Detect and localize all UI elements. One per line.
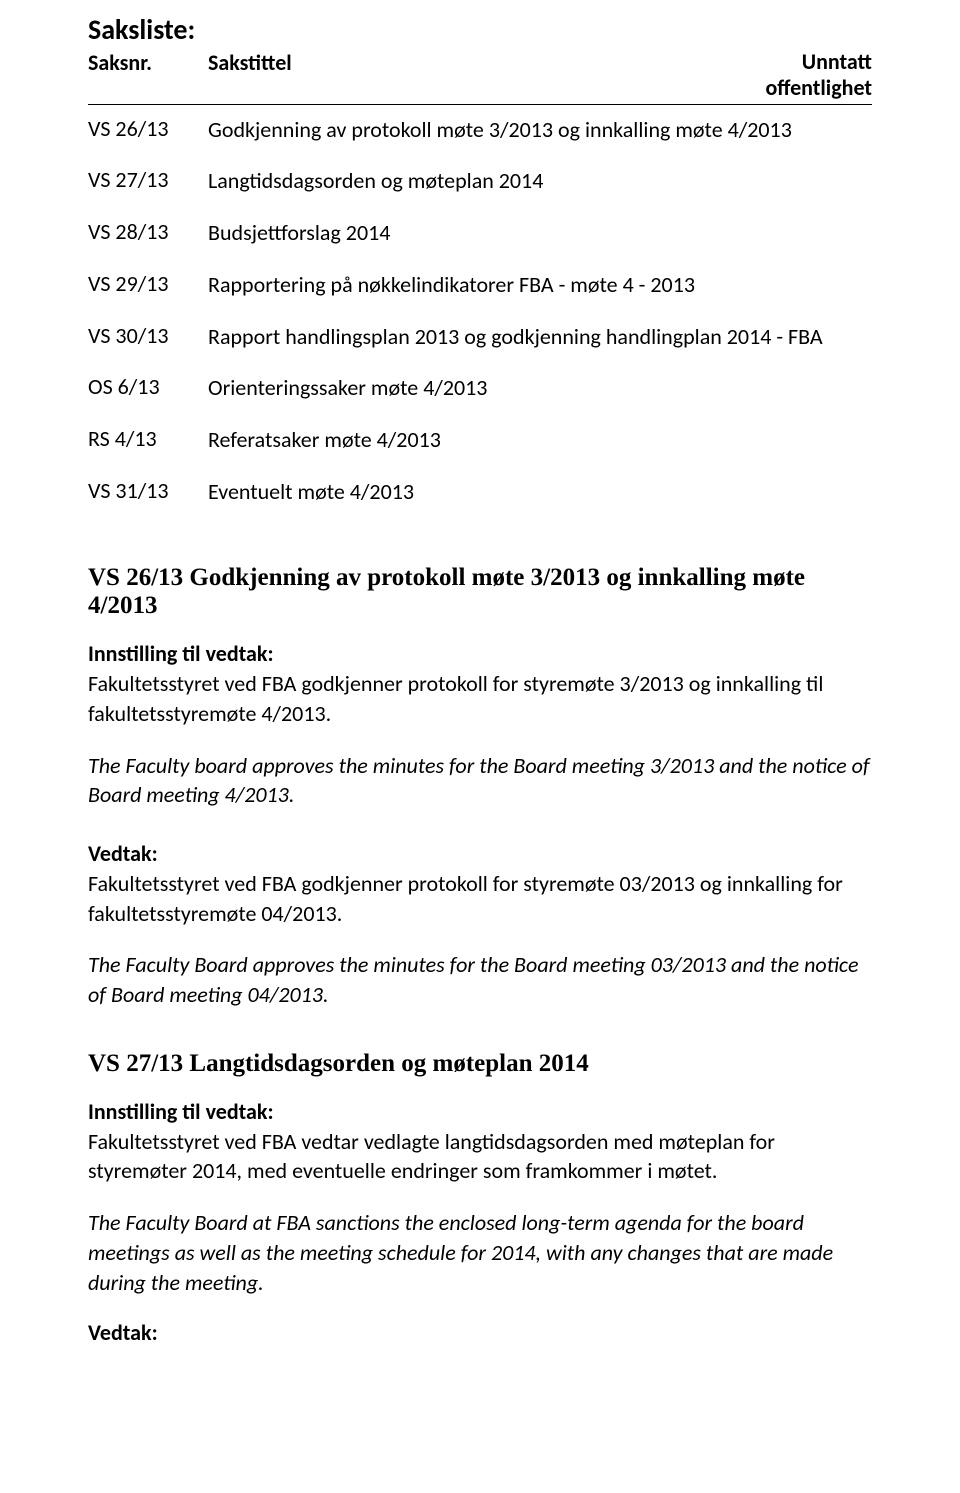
section-heading-vs2613: VS 26/13 Godkjenning av protokoll møte 3… [88, 564, 872, 620]
innstilling-label: Innstilling til vedtak: [88, 640, 872, 667]
agenda-item: VS 28/13 Budsjettforslag 2014 [88, 218, 872, 248]
agenda-item-id: VS 27/13 [88, 166, 184, 193]
agenda-item: VS 29/13 Rapportering på nøkkelindikator… [88, 270, 872, 300]
agenda-item: VS 31/13 Eventuelt møte 4/2013 [88, 477, 872, 507]
unntatt-line-1: Unntatt [765, 49, 872, 75]
unntatt-line-2: offentlighet [765, 75, 872, 101]
column-header-saksnr: Saksnr. [88, 49, 184, 76]
agenda-item-title: Rapportering på nøkkelindikatorer FBA - … [208, 270, 872, 300]
agenda-item-title: Godkjenning av protokoll møte 3/2013 og … [208, 115, 872, 145]
agenda-item-id: VS 29/13 [88, 270, 184, 297]
agenda-item-title: Eventuelt møte 4/2013 [208, 477, 872, 507]
vedtak-text: Fakultetsstyret ved FBA godkjenner proto… [88, 869, 872, 928]
vedtak-english: The Faculty Board approves the minutes f… [88, 950, 872, 1009]
english-summary: The Faculty Board at FBA sanctions the e… [88, 1208, 872, 1297]
document-title: Saksliste: [88, 12, 872, 47]
agenda-item-id: VS 30/13 [88, 322, 184, 349]
agenda-item-id: OS 6/13 [88, 373, 184, 400]
agenda-item-id: VS 26/13 [88, 115, 184, 142]
agenda-item-title: Budsjettforslag 2014 [208, 218, 872, 248]
agenda-item-title: Rapport handlingsplan 2013 og godkjennin… [208, 322, 872, 352]
innstilling-label: Innstilling til vedtak: [88, 1098, 872, 1125]
vedtak-label: Vedtak: [88, 1319, 872, 1346]
agenda-item: VS 27/13 Langtidsdagsorden og møteplan 2… [88, 166, 872, 196]
agenda-list: VS 26/13 Godkjenning av protokoll møte 3… [88, 115, 872, 507]
section-heading-vs2713: VS 27/13 Langtidsdagsorden og møteplan 2… [88, 1050, 872, 1078]
agenda-item: OS 6/13 Orienteringssaker møte 4/2013 [88, 373, 872, 403]
agenda-item-id: VS 31/13 [88, 477, 184, 504]
document-page: Saksliste: Saksnr. Sakstittel Unntatt of… [0, 0, 960, 1493]
agenda-item-id: VS 28/13 [88, 218, 184, 245]
agenda-item-title: Referatsaker møte 4/2013 [208, 425, 872, 455]
innstilling-text: Fakultetsstyret ved FBA godkjenner proto… [88, 669, 872, 728]
agenda-item-title: Orienteringssaker møte 4/2013 [208, 373, 872, 403]
vedtak-label: Vedtak: [88, 840, 872, 867]
agenda-item-id: RS 4/13 [88, 425, 184, 452]
english-summary: The Faculty board approves the minutes f… [88, 751, 872, 810]
agenda-item: VS 30/13 Rapport handlingsplan 2013 og g… [88, 322, 872, 352]
column-header-unntatt: Unntatt offentlighet [765, 49, 872, 102]
innstilling-text: Fakultetsstyret ved FBA vedtar vedlagte … [88, 1127, 872, 1186]
agenda-header-left: Saksnr. Sakstittel [88, 49, 292, 76]
agenda-item: VS 26/13 Godkjenning av protokoll møte 3… [88, 115, 872, 145]
agenda-table-header: Saksnr. Sakstittel Unntatt offentlighet [88, 49, 872, 105]
agenda-item: RS 4/13 Referatsaker møte 4/2013 [88, 425, 872, 455]
column-header-sakstittel: Sakstittel [208, 49, 292, 76]
agenda-item-title: Langtidsdagsorden og møteplan 2014 [208, 166, 872, 196]
